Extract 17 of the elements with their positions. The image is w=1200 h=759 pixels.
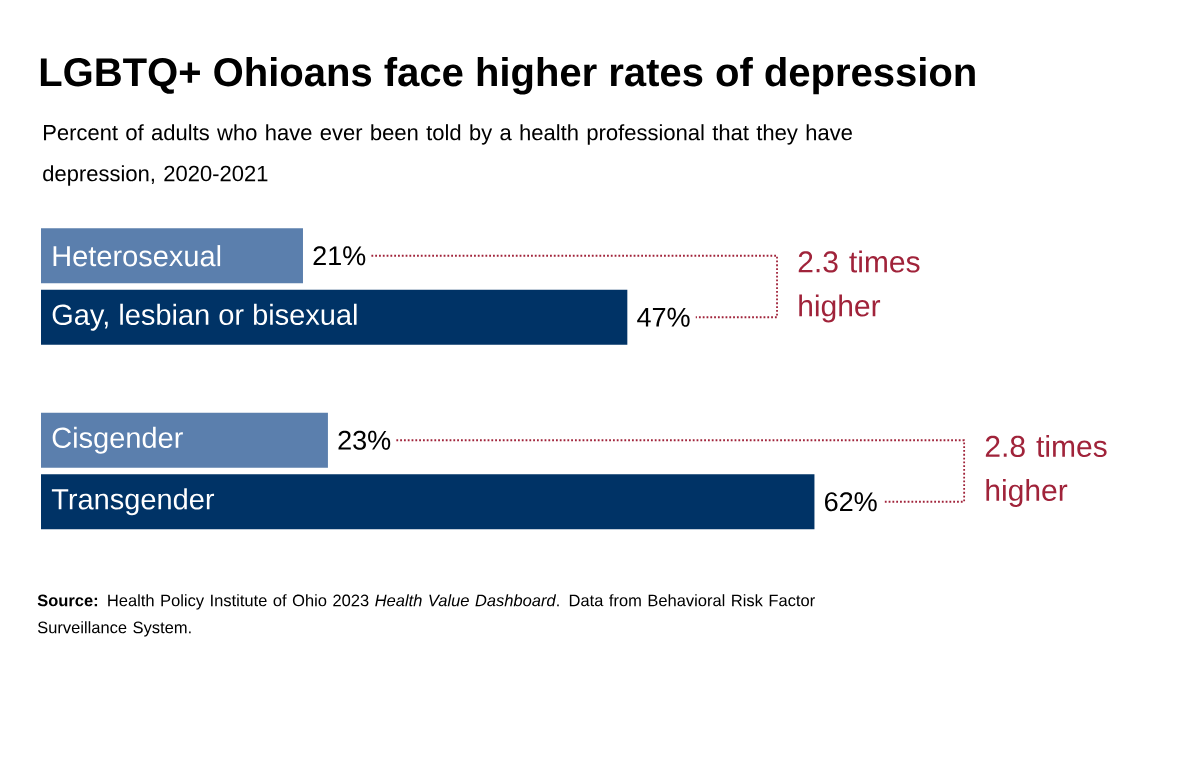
y-tick-label: Gay, lesbian or bisexual: [52, 303, 357, 331]
text: 2.8 times higher: [985, 435, 1107, 507]
data-label: 62%: [825, 492, 877, 512]
bar: [41, 474, 815, 530]
y-tick-label: Transgender: [51, 488, 215, 516]
y-tick-label: Heterosexual: [53, 245, 221, 267]
annotation: 2.3 times higher: [798, 250, 920, 323]
bar: [41, 289, 628, 345]
text: Source: Health Policy Institute of Ohio 2023 Health Value Dashboard. Data from Behavioral Risk Factor Surveillance System.: [37, 594, 815, 637]
y-tick-label: Cisgender: [52, 426, 183, 454]
data-label: 47%: [637, 307, 690, 327]
data-label: 23%: [338, 430, 391, 450]
data-label: 21%: [313, 246, 366, 266]
bar: [41, 228, 303, 284]
bar: [41, 412, 328, 468]
chart-subtitle: Percent of adults who have ever been told by a health professional that they have depression, 2020-2021: [43, 124, 852, 186]
chart-title: LGBTQ+ Ohioans face higher rates of depression: [40, 57, 975, 95]
